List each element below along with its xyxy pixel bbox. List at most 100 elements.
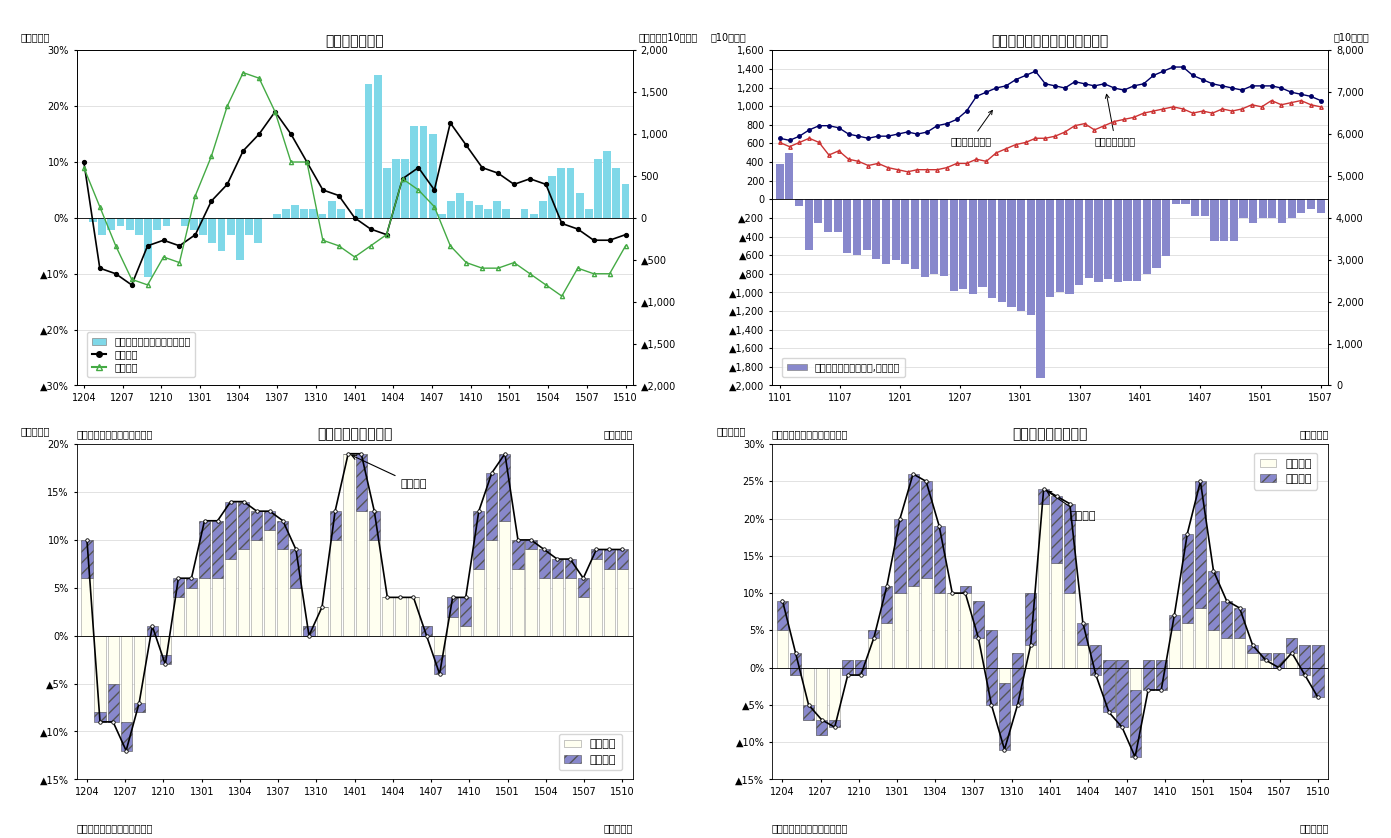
Bar <box>245 218 253 235</box>
Bar <box>277 550 288 636</box>
Bar <box>933 526 944 593</box>
Bar <box>855 660 867 675</box>
Bar <box>1195 481 1206 608</box>
Bar <box>790 668 801 675</box>
Bar <box>814 199 822 223</box>
Bar <box>1260 653 1271 668</box>
Text: 輸出（右目盛）: 輸出（右目盛） <box>950 111 992 146</box>
Bar <box>1273 653 1284 668</box>
Bar <box>842 660 853 668</box>
Bar <box>473 511 484 569</box>
Bar <box>526 550 537 636</box>
Bar <box>1259 199 1267 218</box>
Bar <box>540 201 547 218</box>
Bar <box>291 550 302 587</box>
Text: （前年比）: （前年比） <box>21 32 50 42</box>
Bar <box>921 578 932 668</box>
Bar <box>1114 199 1123 282</box>
Bar <box>577 597 588 636</box>
Bar <box>1312 645 1323 697</box>
Bar <box>395 597 406 636</box>
Bar <box>473 569 484 636</box>
Bar <box>1260 653 1271 660</box>
Bar <box>135 218 143 235</box>
Bar <box>499 520 510 636</box>
Bar <box>1200 199 1209 216</box>
Bar <box>487 473 498 540</box>
Text: （前年比）: （前年比） <box>21 426 50 436</box>
Bar <box>381 597 392 636</box>
Bar <box>1007 199 1015 308</box>
Bar <box>163 218 170 226</box>
Bar <box>1056 199 1064 292</box>
Bar <box>107 684 118 722</box>
Bar <box>448 201 455 218</box>
Bar <box>1036 199 1045 378</box>
Bar <box>401 159 409 218</box>
Bar <box>317 607 328 636</box>
Bar <box>330 511 341 540</box>
Bar <box>291 205 299 218</box>
Bar <box>1168 615 1180 630</box>
Bar <box>1220 199 1228 241</box>
Bar <box>460 597 472 626</box>
Bar <box>790 653 801 675</box>
Bar <box>833 199 842 232</box>
Bar <box>586 210 593 218</box>
Bar <box>907 586 918 668</box>
Bar <box>1273 653 1284 668</box>
Bar <box>1287 638 1298 653</box>
Bar <box>1156 660 1167 668</box>
Bar <box>383 168 391 218</box>
Text: （年・月）: （年・月） <box>1299 429 1328 439</box>
Bar <box>186 578 198 587</box>
Bar <box>843 199 851 253</box>
Bar <box>434 636 445 654</box>
Bar <box>1171 199 1180 204</box>
Text: （年・月）: （年・月） <box>1299 823 1328 833</box>
Bar <box>933 593 944 668</box>
Bar <box>1156 660 1167 690</box>
Bar <box>591 559 602 636</box>
Bar <box>988 199 996 298</box>
Bar <box>538 578 549 636</box>
Bar <box>421 626 433 636</box>
Bar <box>1299 645 1310 668</box>
Bar <box>1025 593 1036 668</box>
Bar <box>1287 638 1298 668</box>
Bar <box>330 540 341 636</box>
Bar <box>997 199 1006 302</box>
Bar <box>940 199 949 276</box>
Bar <box>328 201 335 218</box>
Bar <box>999 682 1010 749</box>
Bar <box>558 168 565 218</box>
Legend: 数量要因, 価格要因: 数量要因, 価格要因 <box>559 734 622 770</box>
Bar <box>1142 660 1153 690</box>
Bar <box>199 218 207 235</box>
Bar <box>803 705 814 720</box>
Text: （資料）財務省「貿易統計」: （資料）財務省「貿易統計」 <box>772 823 849 833</box>
Bar <box>901 199 910 265</box>
Bar <box>1017 199 1025 311</box>
Bar <box>356 511 367 636</box>
Bar <box>986 630 997 668</box>
Title: 貿易収支の推移: 貿易収支の推移 <box>325 34 384 48</box>
Bar <box>434 654 445 674</box>
Bar <box>1182 534 1193 623</box>
Bar <box>594 159 602 218</box>
Bar <box>616 569 627 636</box>
Bar <box>931 199 939 274</box>
Bar <box>1230 199 1238 241</box>
Bar <box>121 636 132 722</box>
Bar <box>456 193 465 218</box>
Bar <box>1077 645 1088 668</box>
Bar <box>1298 199 1306 213</box>
Bar <box>794 199 803 206</box>
Bar <box>355 210 363 218</box>
Bar <box>1085 199 1093 278</box>
Bar <box>576 193 584 218</box>
Bar <box>1221 601 1232 638</box>
Bar <box>872 199 881 259</box>
Bar <box>921 199 929 277</box>
Bar <box>282 210 289 218</box>
